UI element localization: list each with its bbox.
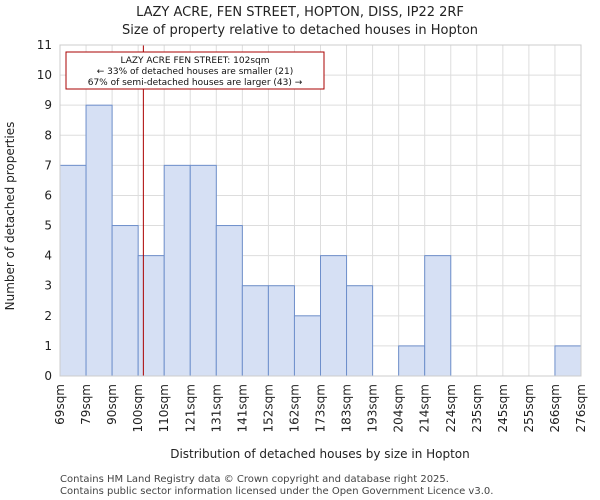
x-tick-label: 193sqm: [366, 384, 380, 432]
histogram-bar: [85, 104, 113, 377]
y-tick-label: 0: [44, 369, 52, 383]
y-tick-label: 8: [44, 128, 52, 142]
x-tick-label: 224sqm: [444, 384, 458, 432]
x-axis-label: Distribution of detached houses by size …: [170, 447, 470, 461]
footer-line-2: Contains public sector information licen…: [60, 486, 493, 497]
x-tick-label: 276sqm: [574, 384, 588, 432]
histogram-bar: [398, 345, 426, 377]
histogram-bar: [59, 164, 87, 377]
x-tick-label: 162sqm: [287, 384, 301, 432]
histogram-bar: [111, 225, 139, 377]
y-tick-label: 5: [44, 219, 52, 233]
annotation-line-1: LAZY ACRE FEN STREET: 102sqm: [120, 56, 269, 66]
x-tick-label: 183sqm: [340, 384, 354, 432]
x-tick-label: 173sqm: [314, 384, 328, 432]
histogram-bar: [554, 345, 582, 377]
histogram-bar: [267, 285, 295, 377]
y-tick-label: 1: [44, 339, 52, 353]
histogram-bar: [346, 285, 374, 377]
histogram-bar: [293, 315, 322, 377]
histogram-bar: [189, 164, 217, 377]
x-tick-label: 90sqm: [105, 384, 119, 425]
histogram-bar: [424, 255, 452, 377]
x-tick-label: 255sqm: [522, 384, 536, 432]
x-tick-label: 266sqm: [548, 384, 562, 432]
x-tick-label: 141sqm: [235, 384, 249, 432]
annotation-line-3: 67% of semi-detached houses are larger (…: [88, 78, 303, 88]
x-tick-label: 214sqm: [418, 384, 432, 432]
plot-frame: [59, 44, 582, 377]
histogram-bar: [215, 225, 243, 377]
y-tick-label: 3: [44, 279, 52, 293]
y-tick-label: 7: [44, 158, 52, 172]
x-tick-labels: 69sqm 79sqm 90sqm 100sqm 110sqm 121sqm 131sqm 1…: [53, 384, 588, 432]
y-tick-label: 2: [44, 309, 52, 323]
x-tick-label: 245sqm: [496, 384, 510, 432]
annotation-frame: [65, 51, 325, 90]
x-tick-label: 79sqm: [79, 384, 93, 425]
x-tick-label: 69sqm: [53, 384, 67, 425]
y-axis-label: Number of detached properties: [3, 122, 17, 311]
x-tick-label: 100sqm: [131, 384, 145, 432]
y-tick-label: 9: [44, 98, 52, 112]
x-tick-label: 204sqm: [392, 384, 406, 432]
x-tick-label: 110sqm: [157, 384, 171, 432]
histogram-bar: [241, 285, 269, 377]
histogram-bar: [320, 255, 348, 377]
y-tick-label: 4: [44, 249, 52, 263]
x-tick-label: 131sqm: [209, 384, 223, 432]
footer-line-1: Contains HM Land Registry data © Crown c…: [60, 474, 449, 485]
chart-title: LAZY ACRE, FEN STREET, HOPTON, DISS, IP2…: [136, 5, 464, 20]
chart-subtitle: Size of property relative to detached ho…: [122, 23, 478, 38]
histogram-bar: [163, 164, 191, 377]
annotation-line-2: ← 33% of detached houses are smaller (21…: [97, 67, 294, 77]
y-tick-label: 6: [44, 188, 52, 202]
x-tick-label: 121sqm: [183, 384, 197, 432]
y-tick-label: 10: [37, 68, 52, 82]
x-tick-label: 235sqm: [470, 384, 484, 432]
histogram-bar: [137, 255, 165, 377]
x-tick-label: 152sqm: [261, 384, 275, 432]
bar-layer: [59, 104, 582, 377]
annotation-box: LAZY ACRE FEN STREET: 102sqm ← 33% of de…: [65, 51, 325, 90]
y-tick-label: 11: [37, 38, 52, 52]
y-tick-labels: 0 1 2 3 4 5 6 7 8 9 10 11: [37, 38, 52, 383]
